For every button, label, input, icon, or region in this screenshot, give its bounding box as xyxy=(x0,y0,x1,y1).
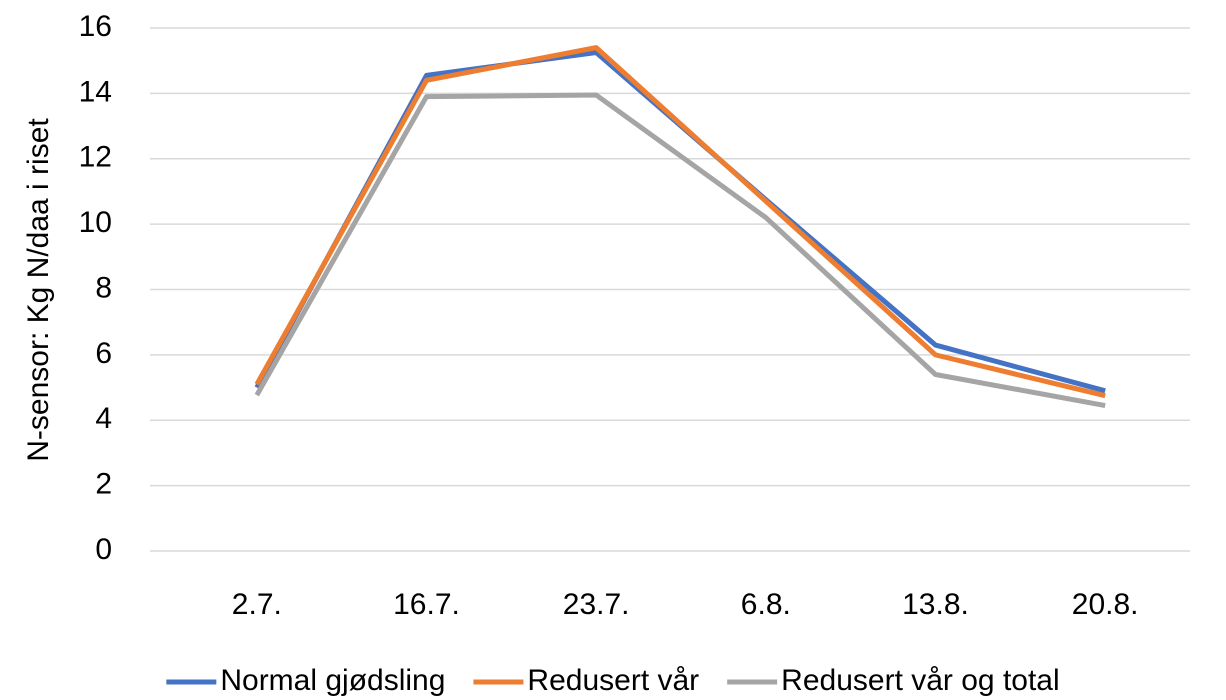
y-axis-label: N-sensor: Kg N/daa i riset xyxy=(22,118,55,462)
x-tick-label: 2.7. xyxy=(232,588,282,621)
legend-label: Redusert vår og total xyxy=(781,664,1059,697)
line-series xyxy=(254,50,1106,394)
y-tick-label: 4 xyxy=(95,402,112,435)
y-tick-label: 0 xyxy=(95,533,112,566)
y-tick-label: 10 xyxy=(79,206,112,239)
y-tick-label: 12 xyxy=(79,141,112,174)
x-tick-label: 13.8. xyxy=(902,588,969,621)
line-series xyxy=(254,45,1106,399)
legend-label: Redusert vår xyxy=(527,664,699,697)
x-tick-label: 16.7. xyxy=(393,588,460,621)
y-tick-label: 16 xyxy=(79,10,112,43)
x-tick-label: 6.8. xyxy=(741,588,791,621)
x-tick-label: 23.7. xyxy=(563,588,630,621)
y-tick-label: 14 xyxy=(79,75,112,108)
line-series xyxy=(254,92,1106,408)
y-tick-label: 8 xyxy=(95,271,112,304)
legend-label: Normal gjødsling xyxy=(220,664,445,697)
y-tick-label: 2 xyxy=(95,468,112,501)
x-tick-label: 20.8. xyxy=(1072,588,1139,621)
y-tick-label: 6 xyxy=(95,337,112,370)
